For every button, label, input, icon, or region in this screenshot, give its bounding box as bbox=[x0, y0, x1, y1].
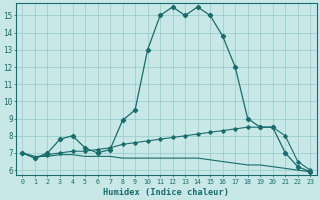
X-axis label: Humidex (Indice chaleur): Humidex (Indice chaleur) bbox=[103, 188, 229, 197]
